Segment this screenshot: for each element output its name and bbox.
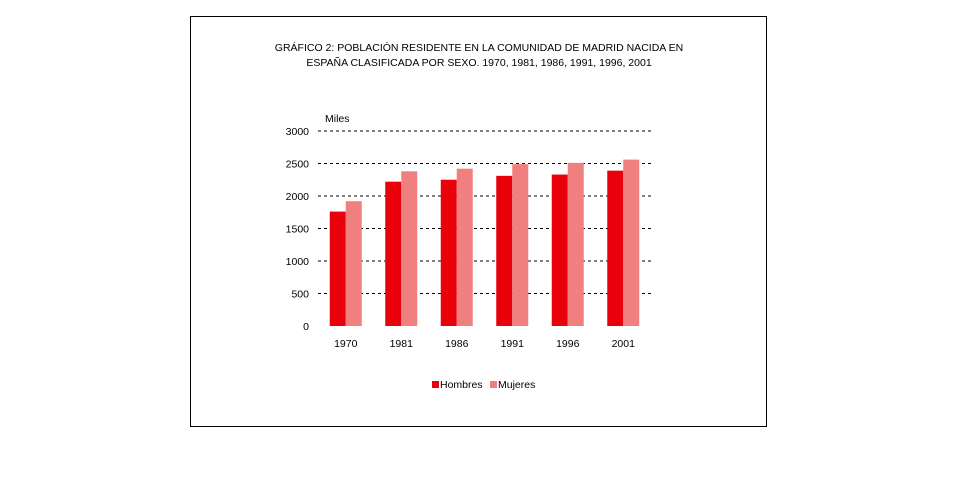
y-tick-label: 2500 <box>286 159 310 171</box>
bar-mujeres-1970 <box>345 201 362 326</box>
x-tick-label: 1996 <box>556 338 580 350</box>
gridlines <box>318 130 651 294</box>
y-tick-label: 0 <box>303 321 309 333</box>
x-tick-label: 1986 <box>445 338 469 350</box>
x-tick-label: 1991 <box>501 338 525 350</box>
y-tick-label: 3000 <box>286 126 310 138</box>
legend-label-hombres: Hombres <box>440 379 483 391</box>
x-axis-ticks: 1970 1981 1986 1991 1996 2001 <box>334 338 635 350</box>
chart-frame: GRÁFICO 2: POBLACIÓN RESIDENTE EN LA COM… <box>190 16 767 427</box>
legend: Hombres Mujeres <box>432 379 535 391</box>
bars <box>329 159 640 326</box>
bar-hombres-1970 <box>329 211 346 326</box>
y-axis-unit-label: Miles <box>325 113 350 125</box>
y-tick-label: 2000 <box>286 191 310 203</box>
chart-title-line-2: ESPAÑA CLASIFICADA POR SEXO. 1970, 1981,… <box>306 56 652 69</box>
bar-chart: GRÁFICO 2: POBLACIÓN RESIDENTE EN LA COM… <box>275 41 683 391</box>
bar-hombres-2001 <box>607 170 624 326</box>
x-tick-label: 1970 <box>334 338 358 350</box>
bar-mujeres-2001 <box>623 159 640 326</box>
legend-swatch-mujeres <box>490 381 497 388</box>
y-tick-label: 1000 <box>286 256 310 268</box>
bar-mujeres-1986 <box>456 168 473 326</box>
legend-swatch-hombres <box>432 381 439 388</box>
bar-hombres-1991 <box>496 175 513 326</box>
bar-mujeres-1981 <box>401 171 418 326</box>
bar-hombres-1981 <box>385 181 402 326</box>
x-tick-label: 1981 <box>390 338 414 350</box>
y-axis-ticks: 0 500 1000 1500 2000 2500 3000 <box>286 126 310 333</box>
bar-hombres-1996 <box>551 174 568 326</box>
y-tick-label: 500 <box>291 289 309 301</box>
legend-label-mujeres: Mujeres <box>498 379 535 391</box>
chart-title-line-1: GRÁFICO 2: POBLACIÓN RESIDENTE EN LA COM… <box>275 41 683 54</box>
x-tick-label: 2001 <box>612 338 636 350</box>
chart-title: GRÁFICO 2: POBLACIÓN RESIDENTE EN LA COM… <box>275 41 683 69</box>
bar-mujeres-1991 <box>512 164 529 326</box>
y-tick-label: 1500 <box>286 224 310 236</box>
bar-hombres-1986 <box>440 179 457 326</box>
bar-mujeres-1996 <box>567 162 584 326</box>
